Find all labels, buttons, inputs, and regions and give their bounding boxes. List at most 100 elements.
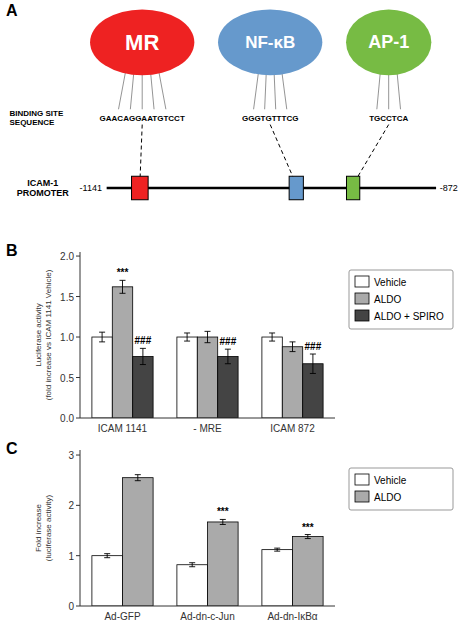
legend-label: Vehicle [374,277,407,288]
error-stem [107,554,108,558]
sequence-text: GAACAGGAATGTCCT [100,113,185,122]
bar [177,337,197,418]
y-axis-label: Fold increase(luciferase activity) [34,495,53,562]
dashed-link [353,125,389,185]
error-stem [122,280,123,293]
y-tick [76,296,80,297]
text-line: *** [302,522,314,533]
legend-label: ALDO [374,492,401,503]
x-axis-line [80,418,335,419]
legend-swatch [355,474,369,485]
significance-mark: *** [302,522,314,533]
error-bar [310,354,316,373]
text-line: TGCCTCA [369,113,408,122]
text-line: SEQUENCE [9,118,55,127]
panel-letter: C [6,440,18,457]
text-line: BINDING SITE [9,108,63,117]
text-line: Ad-dn-c-Jun [180,611,234,622]
y-tick [76,337,80,338]
error-cap [225,363,231,364]
error-bar [120,280,126,293]
error-cap [290,341,296,342]
bar [123,478,154,606]
error-stem [207,331,208,342]
y-tick [76,555,80,556]
bar [92,337,112,418]
text-line: - MRE [193,423,222,434]
factor-ellipse [218,9,322,75]
bar [197,337,217,418]
error-cap [99,341,105,342]
legend: Vehicle ALDO ALDO + SPIRO [349,270,453,329]
y-tick [76,606,80,607]
legend-swatch [355,293,369,304]
legend: Vehicle ALDO [349,468,453,510]
significance-mark: ### [220,336,237,347]
bars [92,280,323,418]
bar [133,356,153,418]
text-line: Ad-GFP [104,611,140,622]
legend-swatch [355,276,369,287]
error-bar [305,535,311,539]
factor-ellipse [90,9,194,75]
y-axis-label: Luciferase activity(fold increase vs ICA… [34,269,53,400]
text-line: 1.5 [60,291,74,302]
x-tick-label: - MRE [193,423,222,434]
legend-swatch [355,310,369,321]
y-tick-label: 1.5 [60,291,74,302]
error-cap [205,342,211,343]
text-line: ALDO + SPIRO [374,311,444,322]
figure: AMRNF-κBAP-1GAACAGGAATGTCCTGGGTGTTTCGTGC… [0,0,474,636]
error-cap [120,293,126,294]
x-tick-label: Ad-GFP [104,611,140,622]
binding-label: BINDING SITESEQUENCE [9,108,63,127]
binding-box [289,176,303,200]
text-line: *** [117,267,129,278]
legend-label: ALDO [374,294,401,305]
text-line: *** [217,506,229,517]
text-line: 2 [68,500,74,511]
error-bar [274,548,280,551]
bar [177,565,208,606]
text-line: 1.0 [60,332,74,343]
text-line: ### [135,335,152,346]
x-tick-label: Ad-dn-c-Jun [180,611,234,622]
error-cap [120,280,126,281]
error-cap [99,332,105,333]
error-cap [189,566,195,567]
bars [92,475,323,606]
bar-panel: B***#########0.00.51.01.52.0ICAM 1141- M… [6,242,453,434]
text-line: Ad-dn-IκBα [267,611,317,622]
error-bar [269,333,275,341]
error-cap [305,538,311,539]
legend-label: Vehicle [374,475,407,486]
error-bar [220,519,226,524]
error-cap [135,474,141,475]
y-tick-label: 2.0 [60,251,74,262]
error-bar [225,349,231,364]
error-stem [102,332,103,342]
y-tick-label: 0 [68,601,74,612]
bar [293,537,324,606]
text-line: 1 [68,550,74,561]
text-line: 0.5 [60,372,74,383]
error-cap [104,553,110,554]
text-line: ICAM-1 [27,178,58,188]
error-stem [187,333,188,341]
text-line: B [6,242,18,259]
error-cap [135,480,141,481]
sequence-text: TGCCTCA [369,113,408,122]
text-line: Vehicle [374,277,407,288]
error-cap [220,519,226,520]
panel-letter: B [6,242,18,259]
promoter-line [107,187,436,190]
sequence-text: GGGTGTTTCG [242,113,298,122]
x-axis-line [80,606,335,607]
factor-label: NF-κB [245,33,295,52]
error-cap [310,373,316,374]
error-bar [104,554,110,558]
text-line: ### [220,336,237,347]
text-line: 0 [68,601,74,612]
error-cap [189,562,195,563]
error-cap [274,551,280,552]
